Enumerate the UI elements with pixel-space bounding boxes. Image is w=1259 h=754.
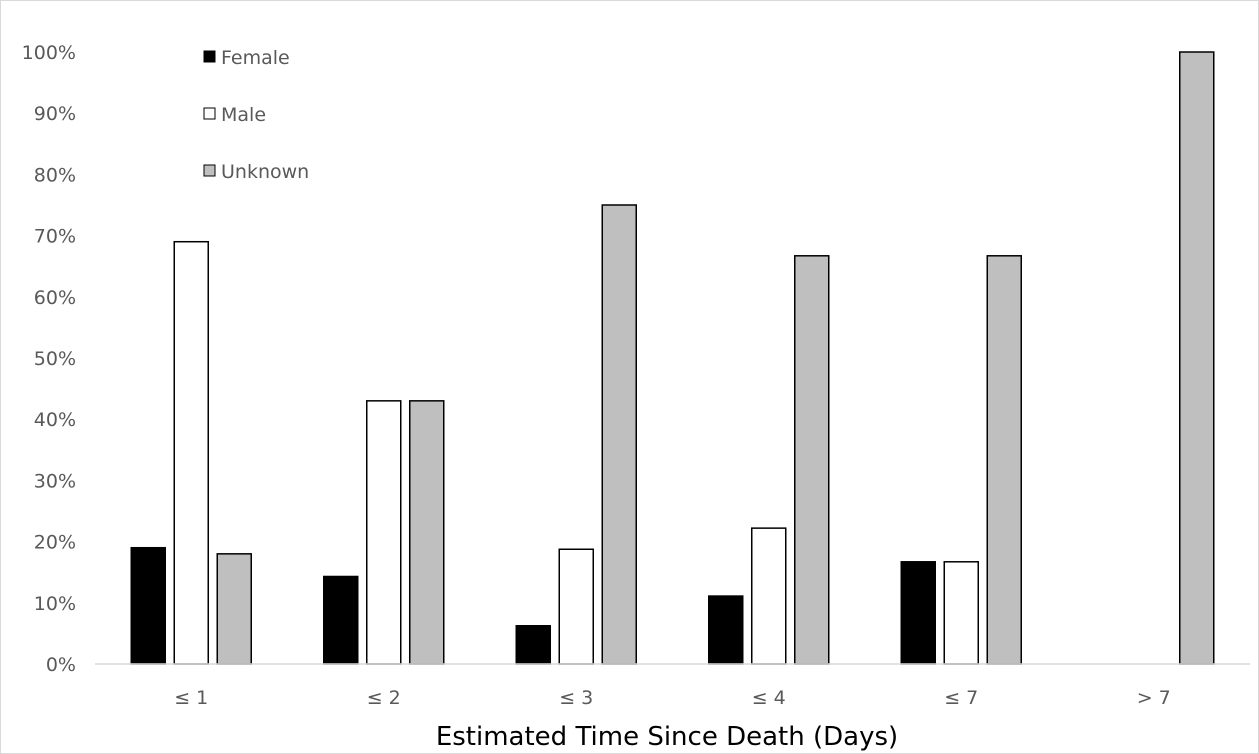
x-axis-tick-labels: ≤ 1 ≤ 2 ≤ 3 ≤ 4 ≤ 7 > 7 (174, 687, 1171, 709)
bar-female (323, 575, 359, 665)
bar-male (173, 240, 209, 665)
y-tick-label: 90% (34, 103, 76, 125)
y-tick-label: 40% (34, 409, 76, 431)
legend-label-unknown: Unknown (221, 161, 309, 183)
y-tick-label: 30% (34, 470, 76, 492)
bar-unknown (1179, 51, 1215, 665)
legend-swatch-female (203, 50, 216, 63)
x-tick-label: ≤ 2 (367, 687, 401, 709)
legend-swatch-male (203, 107, 216, 120)
legend: Female Male Unknown (203, 47, 309, 183)
y-tick-label: 10% (34, 593, 76, 615)
legend-label-female: Female (221, 47, 290, 69)
x-tick-label: ≤ 7 (944, 687, 978, 709)
legend-label-male: Male (221, 104, 266, 126)
bar-male (366, 400, 402, 665)
y-tick-label: 60% (34, 287, 76, 309)
x-tick-label: ≤ 4 (752, 687, 786, 709)
x-tick-label: ≤ 3 (559, 687, 593, 709)
y-tick-label: 80% (34, 164, 76, 186)
y-tick-label: 50% (34, 348, 76, 370)
bar-male (558, 548, 594, 665)
bar-female (130, 546, 166, 665)
bar-unknown (986, 255, 1022, 665)
legend-swatch-unknown (203, 164, 216, 177)
bar-female (708, 595, 744, 665)
bar-unknown (216, 553, 252, 665)
y-tick-label: 100% (22, 42, 76, 64)
bar-unknown (794, 255, 830, 665)
bar-female (515, 625, 551, 665)
bars (130, 51, 1215, 665)
bar-male (751, 527, 787, 665)
x-tick-label: > 7 (1137, 687, 1171, 709)
bar-unknown (601, 204, 637, 665)
y-axis-tick-labels: 0% 10% 20% 30% 40% 50% 60% 70% 80% 90% 100% (22, 42, 76, 676)
bar-female (900, 561, 936, 665)
bar-unknown (409, 400, 445, 665)
x-axis-title: Estimated Time Since Death (Days) (436, 722, 898, 752)
x-tick-label: ≤ 1 (174, 687, 208, 709)
y-tick-label: 20% (34, 532, 76, 554)
y-tick-label: 70% (34, 226, 76, 248)
y-tick-label: 0% (46, 654, 76, 676)
bar-male (943, 561, 979, 665)
